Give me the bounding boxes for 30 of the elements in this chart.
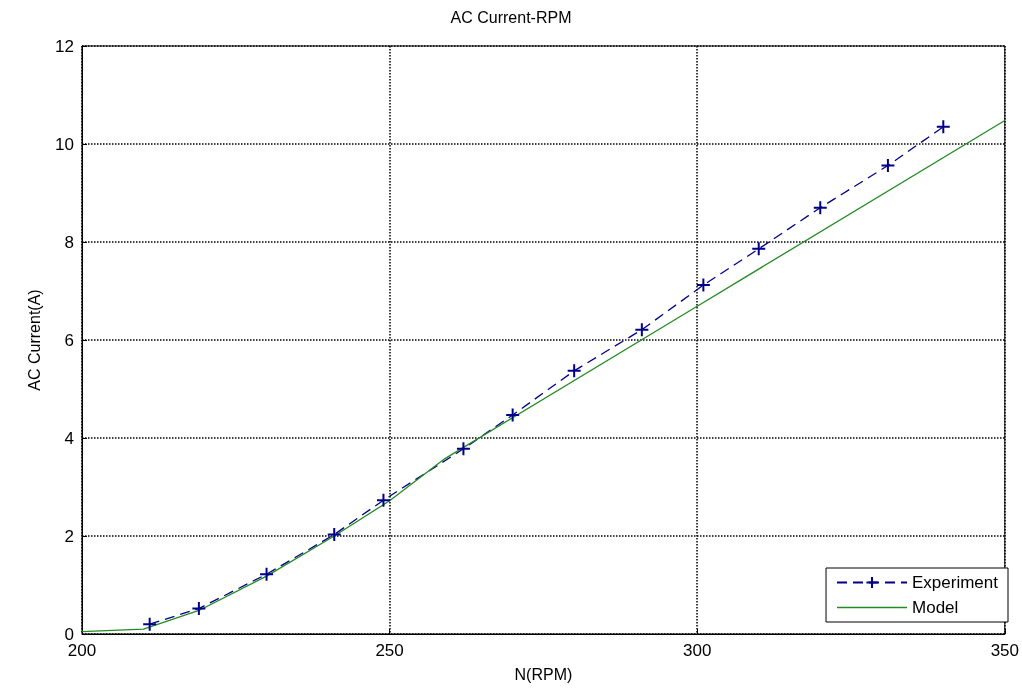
y-tick-label: 6 [64, 330, 74, 350]
x-tick-label: 300 [683, 641, 712, 660]
point [375, 492, 391, 508]
point [259, 566, 275, 582]
point [326, 527, 342, 543]
point [751, 241, 767, 257]
point [812, 200, 828, 216]
y-tick-label: 0 [64, 624, 74, 644]
point [880, 158, 896, 174]
point [566, 363, 582, 379]
y-tick-label: 4 [64, 428, 74, 448]
x-axis-title: N(RPM) [514, 665, 573, 683]
legend-label: Model [912, 598, 959, 617]
x-tick-label: 350 [990, 641, 1020, 660]
point [505, 407, 521, 423]
y-tick-label: 12 [55, 36, 74, 56]
point [695, 277, 711, 293]
x-tick-label: 200 [67, 641, 97, 660]
point [935, 119, 951, 135]
y-tick-label: 10 [55, 134, 74, 154]
chart-title: AC Current-RPM [450, 8, 572, 26]
x-tick-label: 250 [375, 641, 404, 660]
point [191, 601, 207, 617]
y-axis-title: AC Current(A) [25, 289, 43, 391]
point [455, 441, 471, 457]
legend-label: Experiment [912, 573, 999, 592]
point [142, 616, 158, 632]
y-tick-label: 8 [64, 232, 74, 252]
point [634, 322, 650, 338]
y-tick-label: 2 [64, 526, 74, 546]
